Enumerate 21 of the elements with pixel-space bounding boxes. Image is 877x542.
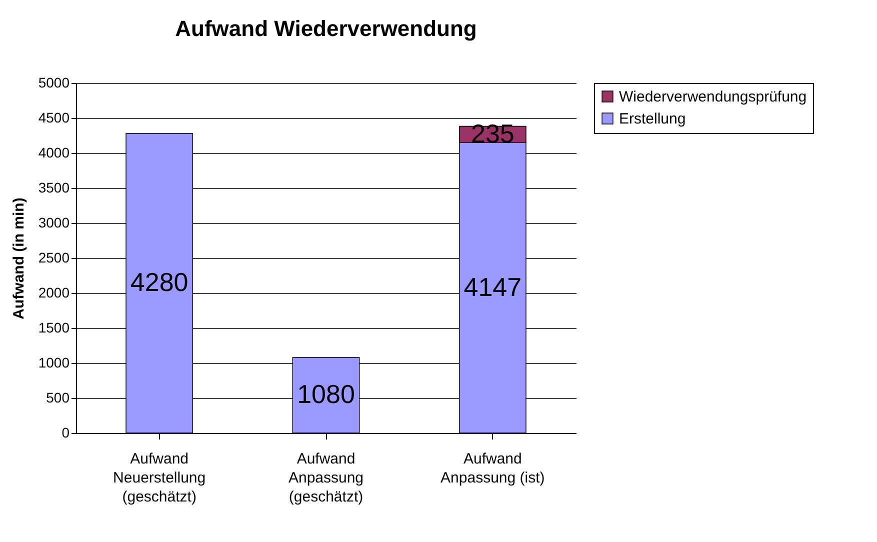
x-tick-label: Aufwand Neuerstellung (geschätzt) [113,450,206,506]
y-tick-label: 5000 [38,74,70,90]
y-tick-label: 2000 [38,284,70,300]
legend-label: Wiederverwendungsprüfung [619,88,807,106]
y-tick-label: 3000 [38,214,70,230]
x-tick-label: Aufwand Anpassung (geschätzt) [288,450,364,506]
y-tick-label: 1000 [38,354,70,370]
y-tick-label: 3500 [38,180,70,196]
y-tick-label: 2500 [38,250,70,266]
data-label: 4280 [130,267,188,298]
data-label: 4147 [464,272,522,302]
y-tick-label: 4500 [38,110,70,126]
data-label: 1080 [297,379,355,410]
y-tick-label: 0 [62,424,70,440]
x-tick-label: Aufwand Anpassung (ist) [440,450,545,486]
y-axis-title: Aufwand (in min) [10,198,28,320]
y-tick-label: 500 [46,390,70,406]
chart-title: Aufwand Wiederverwendung [175,16,477,41]
legend-label: Erstellung [619,110,686,128]
y-tick-label: 4000 [38,144,70,160]
y-tick-label: 1500 [38,320,70,336]
